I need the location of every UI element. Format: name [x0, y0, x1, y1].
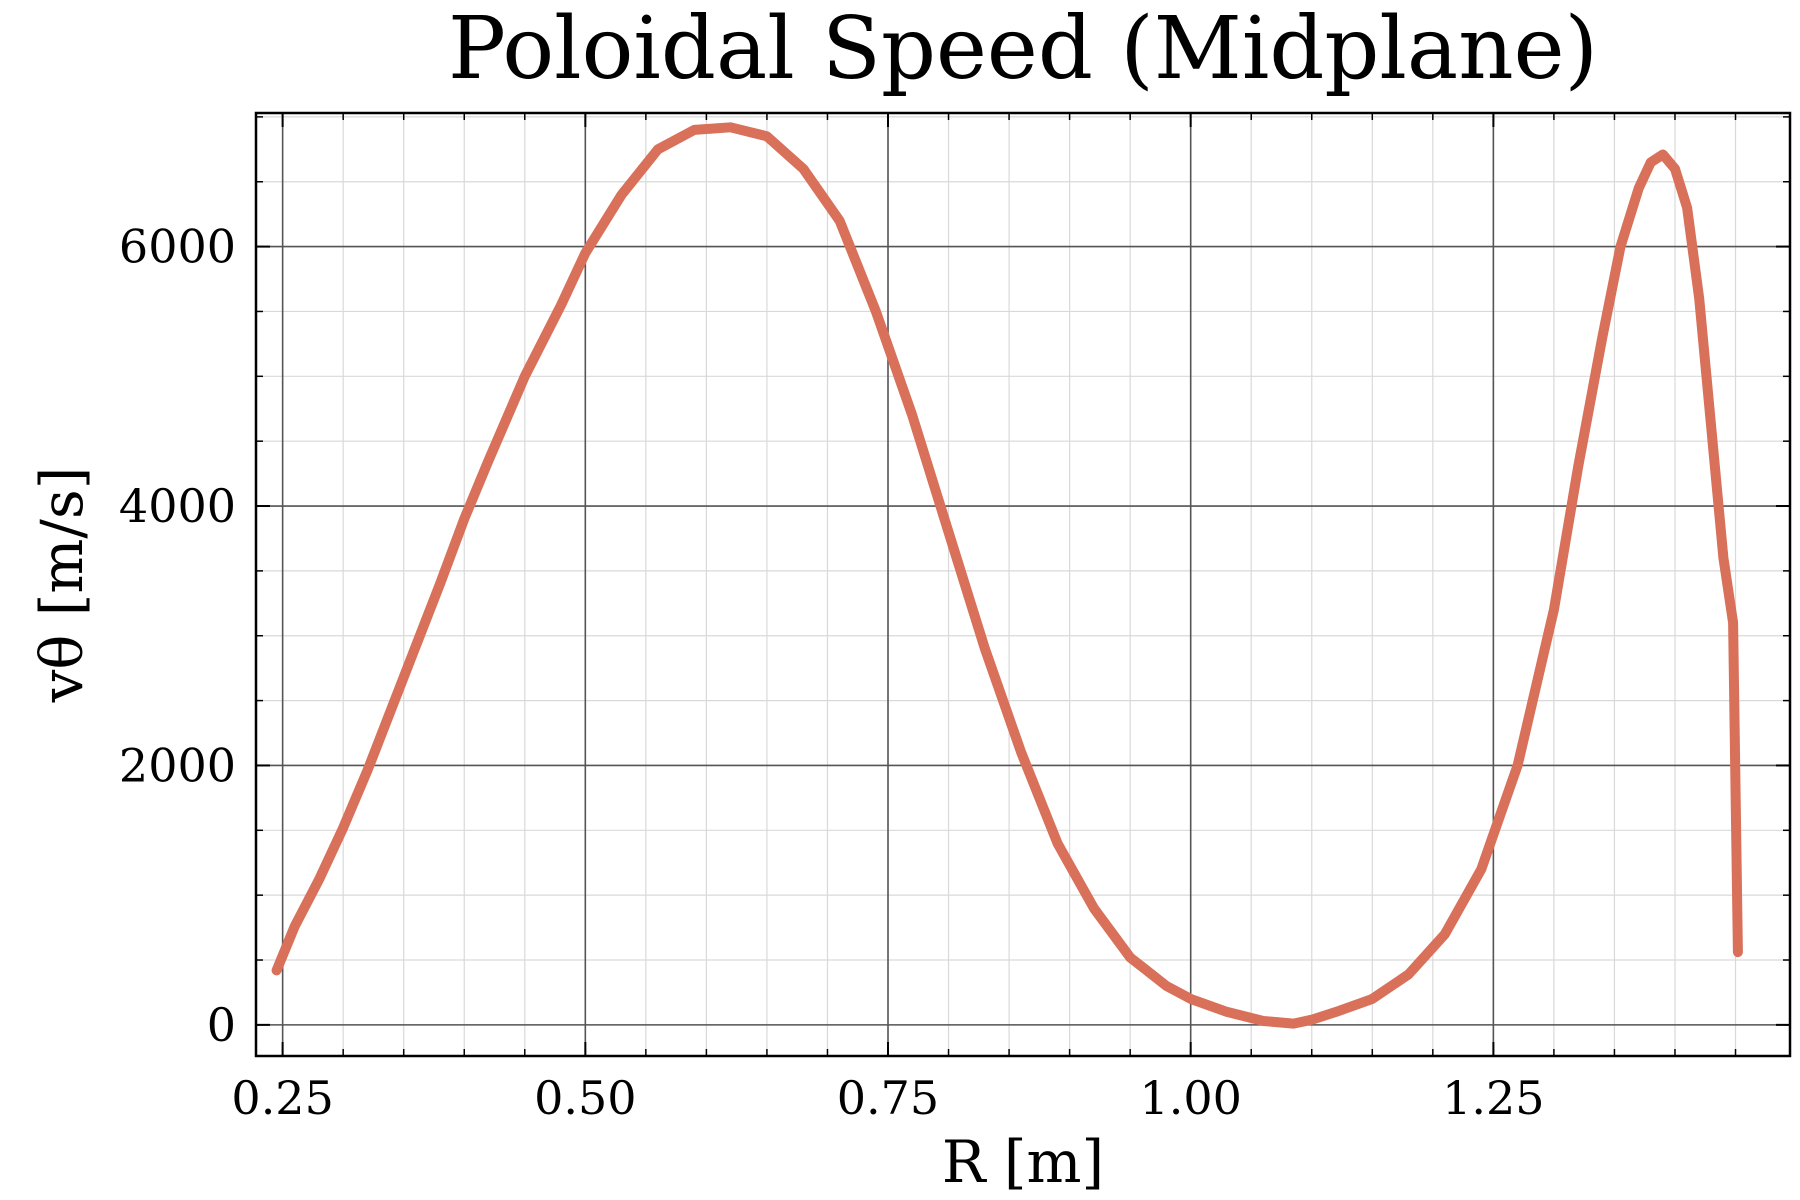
x-tick-label: 0.75	[837, 1071, 939, 1125]
y-tick-label: 0	[207, 998, 236, 1052]
x-tick-label: 1.00	[1139, 1071, 1241, 1125]
tick-labels: 0.25 0.50 0.75 1.00 1.25 0 2000 4000 6000	[119, 220, 1545, 1125]
series-layer	[271, 122, 1743, 1029]
chart-title: Poloidal Speed (Midplane)	[448, 0, 1598, 99]
axis-ticks	[256, 113, 1790, 1056]
y-tick-label: 2000	[119, 738, 236, 792]
x-tick-label: 0.25	[231, 1071, 333, 1125]
y-tick-label: 6000	[119, 220, 236, 274]
y-tick-label: 4000	[119, 479, 236, 533]
series-line	[271, 122, 1743, 1029]
x-tick-label: 1.25	[1442, 1071, 1544, 1125]
x-tick-label: 0.50	[534, 1071, 636, 1125]
y-axis-label: vθ [m/s]	[28, 467, 96, 704]
x-axis-label: R [m]	[942, 1128, 1104, 1196]
plot-frame	[254, 111, 1792, 1058]
